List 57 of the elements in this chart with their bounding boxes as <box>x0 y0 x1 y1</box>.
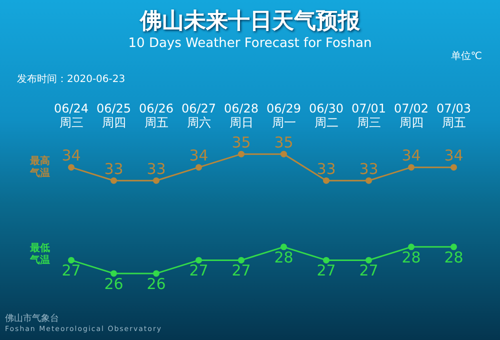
point <box>110 177 117 184</box>
text: 单位℃ <box>450 51 482 62</box>
x-tick-label: 06/27 周六 <box>181 101 216 130</box>
point <box>153 177 160 184</box>
point <box>68 164 74 171</box>
point <box>110 270 117 277</box>
point <box>450 164 457 171</box>
point <box>366 256 372 264</box>
point <box>408 164 414 171</box>
point <box>323 177 330 184</box>
data-label: 27 <box>359 262 378 280</box>
data-label: 27 <box>232 262 251 280</box>
data-label: 27 <box>189 262 208 280</box>
x-tick-label: 06/26 周五 <box>138 101 174 130</box>
data-label: 28 <box>402 248 421 266</box>
chart-title: 佛山未来十日天气预报 <box>138 8 361 36</box>
x-tick-label: 06/29 周一 <box>266 101 302 130</box>
point <box>280 150 287 158</box>
point <box>68 256 74 264</box>
data-label: 34 <box>189 146 208 165</box>
point <box>238 150 244 158</box>
x-tick-label: 06/30 周二 <box>308 101 344 130</box>
data-label: 34 <box>402 146 421 165</box>
x-tick-label: 07/01 周三 <box>351 101 386 130</box>
data-label: 33 <box>104 160 124 178</box>
point <box>153 270 160 277</box>
data-label: 33 <box>316 160 336 178</box>
data-label: 34 <box>444 146 464 165</box>
data-label: 28 <box>274 248 294 266</box>
data-label: 28 <box>444 248 464 266</box>
point <box>366 177 372 184</box>
data-label: 35 <box>274 133 294 152</box>
x-tick-label: 06/24 周三 <box>54 101 89 130</box>
x-tick-label: 06/25 周四 <box>96 101 132 130</box>
data-label: 35 <box>232 133 251 152</box>
x-tick-label: 06/28 周日 <box>224 101 259 130</box>
data-label: 27 <box>62 262 81 280</box>
point <box>450 244 457 250</box>
x-tick-label: 07/02 周四 <box>394 101 429 130</box>
chart-subtitle: 10 Days Weather Forecast for Foshan <box>127 36 373 51</box>
data-label: 34 <box>62 146 81 165</box>
point <box>196 164 202 171</box>
point <box>196 256 202 264</box>
point <box>280 244 287 250</box>
point <box>323 256 330 264</box>
series-label: 最高气温 <box>29 154 50 179</box>
data-label: 33 <box>359 160 378 178</box>
data-label: 27 <box>316 262 336 280</box>
point <box>408 244 414 250</box>
text: 佛山市气象台 <box>5 314 59 324</box>
series-label: 最低气温 <box>29 242 50 266</box>
data-label: 26 <box>104 274 124 293</box>
data-label: 26 <box>146 274 166 293</box>
text: 发布时间：2020-06-23 <box>17 74 126 85</box>
x-tick-label: 07/03 周五 <box>436 101 472 130</box>
point <box>238 256 244 264</box>
data-label: 33 <box>146 160 166 178</box>
